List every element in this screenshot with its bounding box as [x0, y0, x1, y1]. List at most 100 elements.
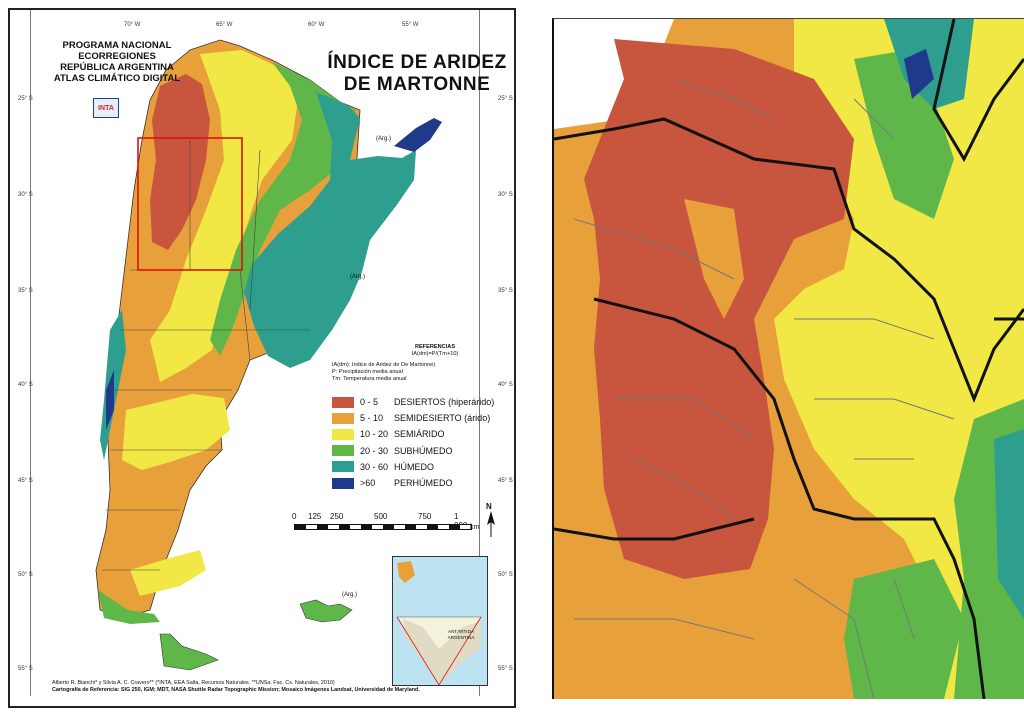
title-line: DE MARTONNE	[343, 74, 491, 95]
legend-range: 0 - 5	[360, 397, 379, 408]
lat-label-right: 40° S	[498, 382, 513, 388]
legend-label: DESIERTOS (hiperárido)	[394, 397, 495, 408]
zoomed-detail-map	[552, 18, 1024, 699]
references-formula: IA(dm)=P/(Tm+10)	[411, 351, 459, 357]
zoom-humid-east	[994, 429, 1024, 619]
map-frame	[30, 10, 480, 696]
region-desert-nw	[150, 74, 210, 250]
scale-unit: km	[470, 524, 480, 531]
antarctica-label: ANTÁRTIDA ARGENTINA	[447, 629, 475, 640]
malvinas-islands	[299, 599, 353, 623]
lon-label: 65° W	[216, 22, 233, 28]
legend-item: 5 - 10 SEMIDESIERTO (árido)	[332, 410, 494, 426]
reference-line: IA(dm): Indice de Aridez de De Martonne)	[332, 362, 436, 368]
region-semiarid-south	[122, 394, 230, 470]
north-label: N	[486, 502, 492, 511]
program-header: PROGRAMA NACIONAL ECORREGIONES REPÚBLICA…	[42, 40, 192, 84]
legend-item: 0 - 5 DESIERTOS (hiperárido)	[332, 394, 494, 410]
legend-range: 5 - 10	[360, 413, 384, 424]
lat-label: 50° S	[18, 572, 33, 578]
lon-label: 55° W	[402, 22, 419, 28]
lat-label: 25° S	[18, 96, 33, 102]
lat-label: 40° S	[18, 382, 33, 388]
legend-label: SEMIDESIERTO (árido)	[394, 413, 491, 424]
region-andes-perhumid	[106, 370, 114, 430]
lat-label: 35° S	[18, 288, 33, 294]
north-arrow-icon: N	[486, 502, 496, 539]
references-title: REFERENCIAS	[414, 344, 456, 350]
scale-label: 125	[308, 512, 322, 521]
legend-swatch	[332, 396, 354, 408]
scale-labels: 0 125 250 500 750 1 000	[292, 512, 474, 530]
region-humid	[244, 92, 416, 368]
legend-label: HÚMEDO	[394, 461, 434, 472]
region-subhumid	[210, 62, 356, 356]
credits-line: Cartografía de Referencia: SIG 250, IGM;…	[52, 686, 420, 693]
region-south-tip	[98, 590, 160, 624]
scale-label: 0	[292, 512, 297, 521]
legend-item: 30 - 60 HÚMEDO	[332, 459, 494, 475]
tierra-del-fuego	[159, 633, 219, 671]
antarctica-inset-map	[396, 561, 482, 685]
legend-item: 20 - 30 SUBHÚMEDO	[332, 443, 494, 459]
scale-label: 250	[330, 512, 344, 521]
legend-label: SEMIÁRIDO	[394, 429, 445, 440]
lon-label: 60° W	[308, 22, 325, 28]
scale-bar-graphic	[294, 524, 472, 530]
legend-label: SUBHÚMEDO	[394, 445, 453, 456]
title-line: ÍNDICE DE ARIDEZ	[327, 52, 507, 73]
scale-label: 500	[374, 512, 388, 521]
header-line: ATLAS CLIMÁTICO DIGITAL	[53, 73, 181, 84]
study-area-rectangle	[137, 137, 243, 271]
legend-swatch	[332, 477, 354, 489]
zoom-subhumid-south	[844, 559, 964, 699]
inta-logo: INTA	[93, 98, 119, 118]
province-boundaries	[102, 140, 310, 571]
map-title: ÍNDICE DE ARIDEZ DE MARTONNE	[322, 52, 512, 96]
lat-label-right: 25° S	[498, 96, 513, 102]
lat-label-right: 45° S	[498, 478, 513, 484]
north-arrow-graphic	[487, 511, 495, 537]
map-poster: 70° W 65° W 60° W 55° W 25° S 30° S 35° …	[8, 8, 516, 708]
legend-swatch	[332, 428, 354, 440]
scale-label: 750	[418, 512, 432, 521]
zoom-province-borders	[554, 19, 1024, 699]
argentina-aridity-map	[95, 39, 442, 671]
region-semiarid-patag	[130, 550, 206, 596]
credits: Alberto R. Bianchi* y Silvia A. C. Crave…	[52, 680, 512, 694]
legend-swatch	[332, 461, 354, 473]
legend-range: 20 - 30	[360, 445, 389, 456]
scale-bar: 0 125 250 500 750 1 000 km	[292, 512, 479, 531]
credits-line: Alberto R. Bianchi* y Silvia A. C. Crave…	[52, 680, 335, 686]
lat-label-right: 35° S	[498, 288, 513, 294]
lat-label: 45° S	[18, 478, 33, 484]
zoom-semidesert-pocket	[684, 199, 744, 319]
legend-range: 30 - 60	[360, 461, 389, 472]
reference-line: Tm: Temperatura media anual	[332, 376, 407, 382]
region-semiarid	[150, 50, 300, 382]
legend-swatch	[332, 412, 354, 424]
region-label: (Arg.)	[350, 274, 365, 280]
legend: 0 - 5 DESIERTOS (hiperárido) 5 - 10 SEMI…	[332, 394, 494, 491]
header-line: REPÚBLICA ARGENTINA	[60, 62, 174, 73]
lat-label-right: 50° S	[498, 572, 513, 578]
header-line: PROGRAMA NACIONAL	[62, 40, 172, 51]
lat-label-right: 30° S	[498, 192, 513, 198]
zoom-department-borders	[573, 78, 955, 699]
legend-item: >60 PERHÚMEDO	[332, 475, 494, 491]
lon-label: 70° W	[124, 22, 141, 28]
legend-swatch	[332, 445, 354, 457]
legend-range: 10 - 20	[360, 429, 389, 440]
antarctica-inset: ANTÁRTIDA ARGENTINA	[392, 556, 488, 686]
lat-label-right: 55° S	[498, 666, 513, 672]
region-label: (Arg.)	[376, 136, 391, 142]
legend-range: >60	[360, 478, 376, 489]
references-notes: IA(dm): Indice de Aridez de De Martonne)…	[332, 362, 522, 383]
lat-label: 30° S	[18, 192, 33, 198]
zoom-perhumid-north	[904, 49, 934, 99]
legend-item: 10 - 20 SEMIÁRIDO	[332, 426, 494, 442]
zoomed-aridity-map	[554, 19, 1024, 699]
region-label: (Arg.)	[342, 592, 357, 598]
references-block: REFERENCIAS IA(dm)=P/(Tm+10)	[350, 344, 520, 358]
header-line: ECORREGIONES	[78, 51, 156, 62]
